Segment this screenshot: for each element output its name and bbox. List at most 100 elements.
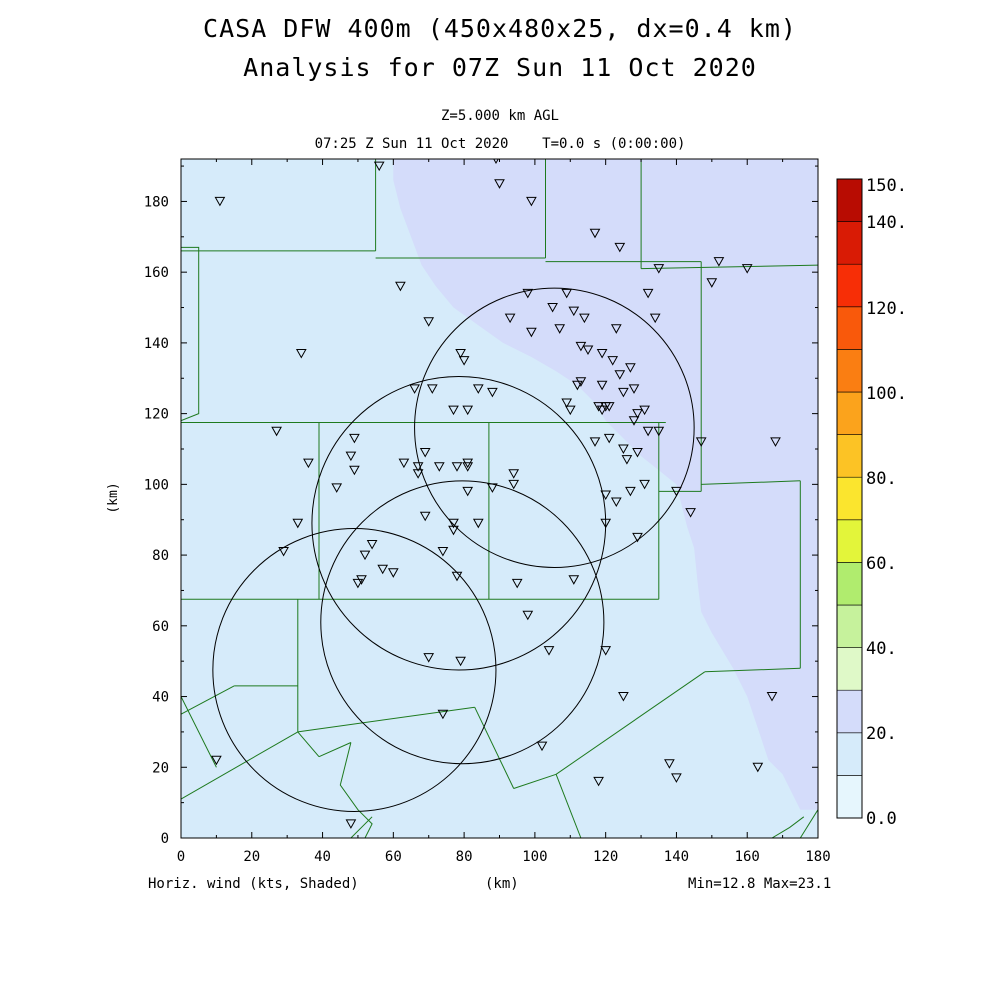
county-boundary xyxy=(474,706,515,789)
x-tick-label: 100 xyxy=(522,849,547,865)
county-boundary xyxy=(555,671,706,775)
colorbar-bin xyxy=(836,647,863,691)
station-marker-icon xyxy=(614,242,626,253)
station-marker-icon xyxy=(600,518,612,529)
station-marker-icon xyxy=(600,646,612,656)
station-marker-icon xyxy=(494,179,505,189)
station-marker-icon xyxy=(387,568,399,578)
station-marker-icon xyxy=(628,416,640,426)
colorbar-bin xyxy=(836,689,863,734)
station-marker-icon xyxy=(437,547,449,557)
title-line-1: CASA DFW 400m (450x480x25, dx=0.4 km) xyxy=(203,14,797,43)
level-label: Z=5.000 km AGL xyxy=(440,108,559,124)
y-tick-label: 160 xyxy=(144,265,169,281)
x-tick-label: 20 xyxy=(243,849,260,865)
station-marker-icon xyxy=(554,324,566,334)
station-marker-icon xyxy=(522,288,534,299)
county-boundary xyxy=(641,264,818,270)
station-marker-icon xyxy=(526,196,537,207)
station-marker-icon xyxy=(448,525,459,536)
colorbar-bin xyxy=(836,349,863,393)
county-boundary xyxy=(297,731,320,758)
station-marker-icon xyxy=(536,741,548,752)
station-marker-icon xyxy=(653,426,665,437)
colorbar-label: 100. xyxy=(866,384,907,404)
footer-field-label: Horiz. wind (kts, Shaded) xyxy=(148,876,359,892)
x-tick-label: 180 xyxy=(805,849,830,865)
station-marker-icon xyxy=(589,437,601,447)
x-tick-label: 140 xyxy=(664,849,689,865)
station-marker-icon xyxy=(359,550,371,561)
plot-area: 0 20 40 60 80 100 120 140 160 180 0 20 40 60 80 100 120 1… xyxy=(106,158,831,865)
county-boundary xyxy=(181,696,217,768)
y-tick-label: 180 xyxy=(144,194,169,210)
station-marker-icon xyxy=(345,451,357,462)
y-axis-label: (km) xyxy=(106,482,121,513)
colorbar-label: 20. xyxy=(866,724,897,744)
station-marker-icon xyxy=(561,398,573,409)
station-marker-icon xyxy=(614,370,626,380)
x-tick-label: 120 xyxy=(593,849,618,865)
station-marker-icon xyxy=(508,479,520,490)
county-boundary xyxy=(704,667,801,673)
y-tick-label: 80 xyxy=(152,548,169,564)
colorbar-bin xyxy=(836,306,863,350)
x-tick-label: 0 xyxy=(177,849,185,865)
station-marker-icon xyxy=(770,437,781,447)
y-tick-label: 140 xyxy=(144,336,169,352)
station-marker-icon xyxy=(582,345,594,356)
station-marker-icon xyxy=(419,448,431,458)
station-marker-icon xyxy=(610,324,622,334)
station-marker-icon xyxy=(642,288,654,299)
station-marker-icon xyxy=(596,349,608,359)
station-marker-icon xyxy=(292,518,304,529)
station-marker-icon xyxy=(412,469,424,479)
station-marker-icon xyxy=(564,405,576,416)
station-marker-icon xyxy=(632,409,643,419)
station-marker-icon xyxy=(766,692,778,702)
station-marker-icon xyxy=(448,518,459,529)
station-marker-icon xyxy=(639,405,650,416)
x-tick-label: 60 xyxy=(385,849,402,865)
county-boundary xyxy=(181,731,299,800)
colorbar-bin xyxy=(836,562,863,606)
colorbar-bin xyxy=(836,519,863,563)
station-marker-icon xyxy=(610,497,622,508)
station-marker-icon xyxy=(618,387,629,398)
station-marker-icon xyxy=(649,313,661,324)
station-marker-icon xyxy=(331,483,343,493)
station-marker-icon xyxy=(448,405,459,416)
x-tick-label: 160 xyxy=(735,849,760,865)
county-boundary xyxy=(181,685,235,715)
station-marker-icon xyxy=(409,384,420,394)
station-marker-icon xyxy=(706,278,718,288)
colorbar-label: 40. xyxy=(866,639,897,659)
footer-min-max: Min=12.8 Max=23.1 xyxy=(688,876,832,892)
station-marker-icon xyxy=(433,462,445,472)
station-marker-icon xyxy=(543,646,555,656)
colorbar: 0.0 20. 40. 60. 80. 100. 120. 140. 150. xyxy=(836,176,907,829)
station-marker-icon xyxy=(695,437,707,447)
colorbar-bin xyxy=(836,178,863,222)
colorbar-label: 150. xyxy=(866,176,907,196)
station-marker-icon xyxy=(603,402,615,412)
station-marker-icon xyxy=(487,387,498,398)
station-marker-icon xyxy=(600,490,612,501)
county-boundary xyxy=(513,773,557,789)
county-boundary xyxy=(771,816,805,838)
county-boundary xyxy=(181,246,200,422)
station-marker-icon xyxy=(511,578,523,589)
x-tick-label: 40 xyxy=(314,849,331,865)
radar-range-circle xyxy=(212,528,497,812)
station-marker-icon xyxy=(589,228,601,239)
colorbar-bin xyxy=(836,434,863,478)
county-boundary xyxy=(555,774,582,838)
station-marker-icon xyxy=(607,356,619,366)
county-boundary xyxy=(318,742,352,758)
colorbar-label: 80. xyxy=(866,469,897,489)
colorbar-label: 140. xyxy=(866,213,907,233)
station-marker-icon xyxy=(561,288,573,299)
station-marker-icon xyxy=(373,161,385,172)
station-marker-icon xyxy=(664,759,675,769)
y-tick-label: 0 xyxy=(161,831,169,847)
